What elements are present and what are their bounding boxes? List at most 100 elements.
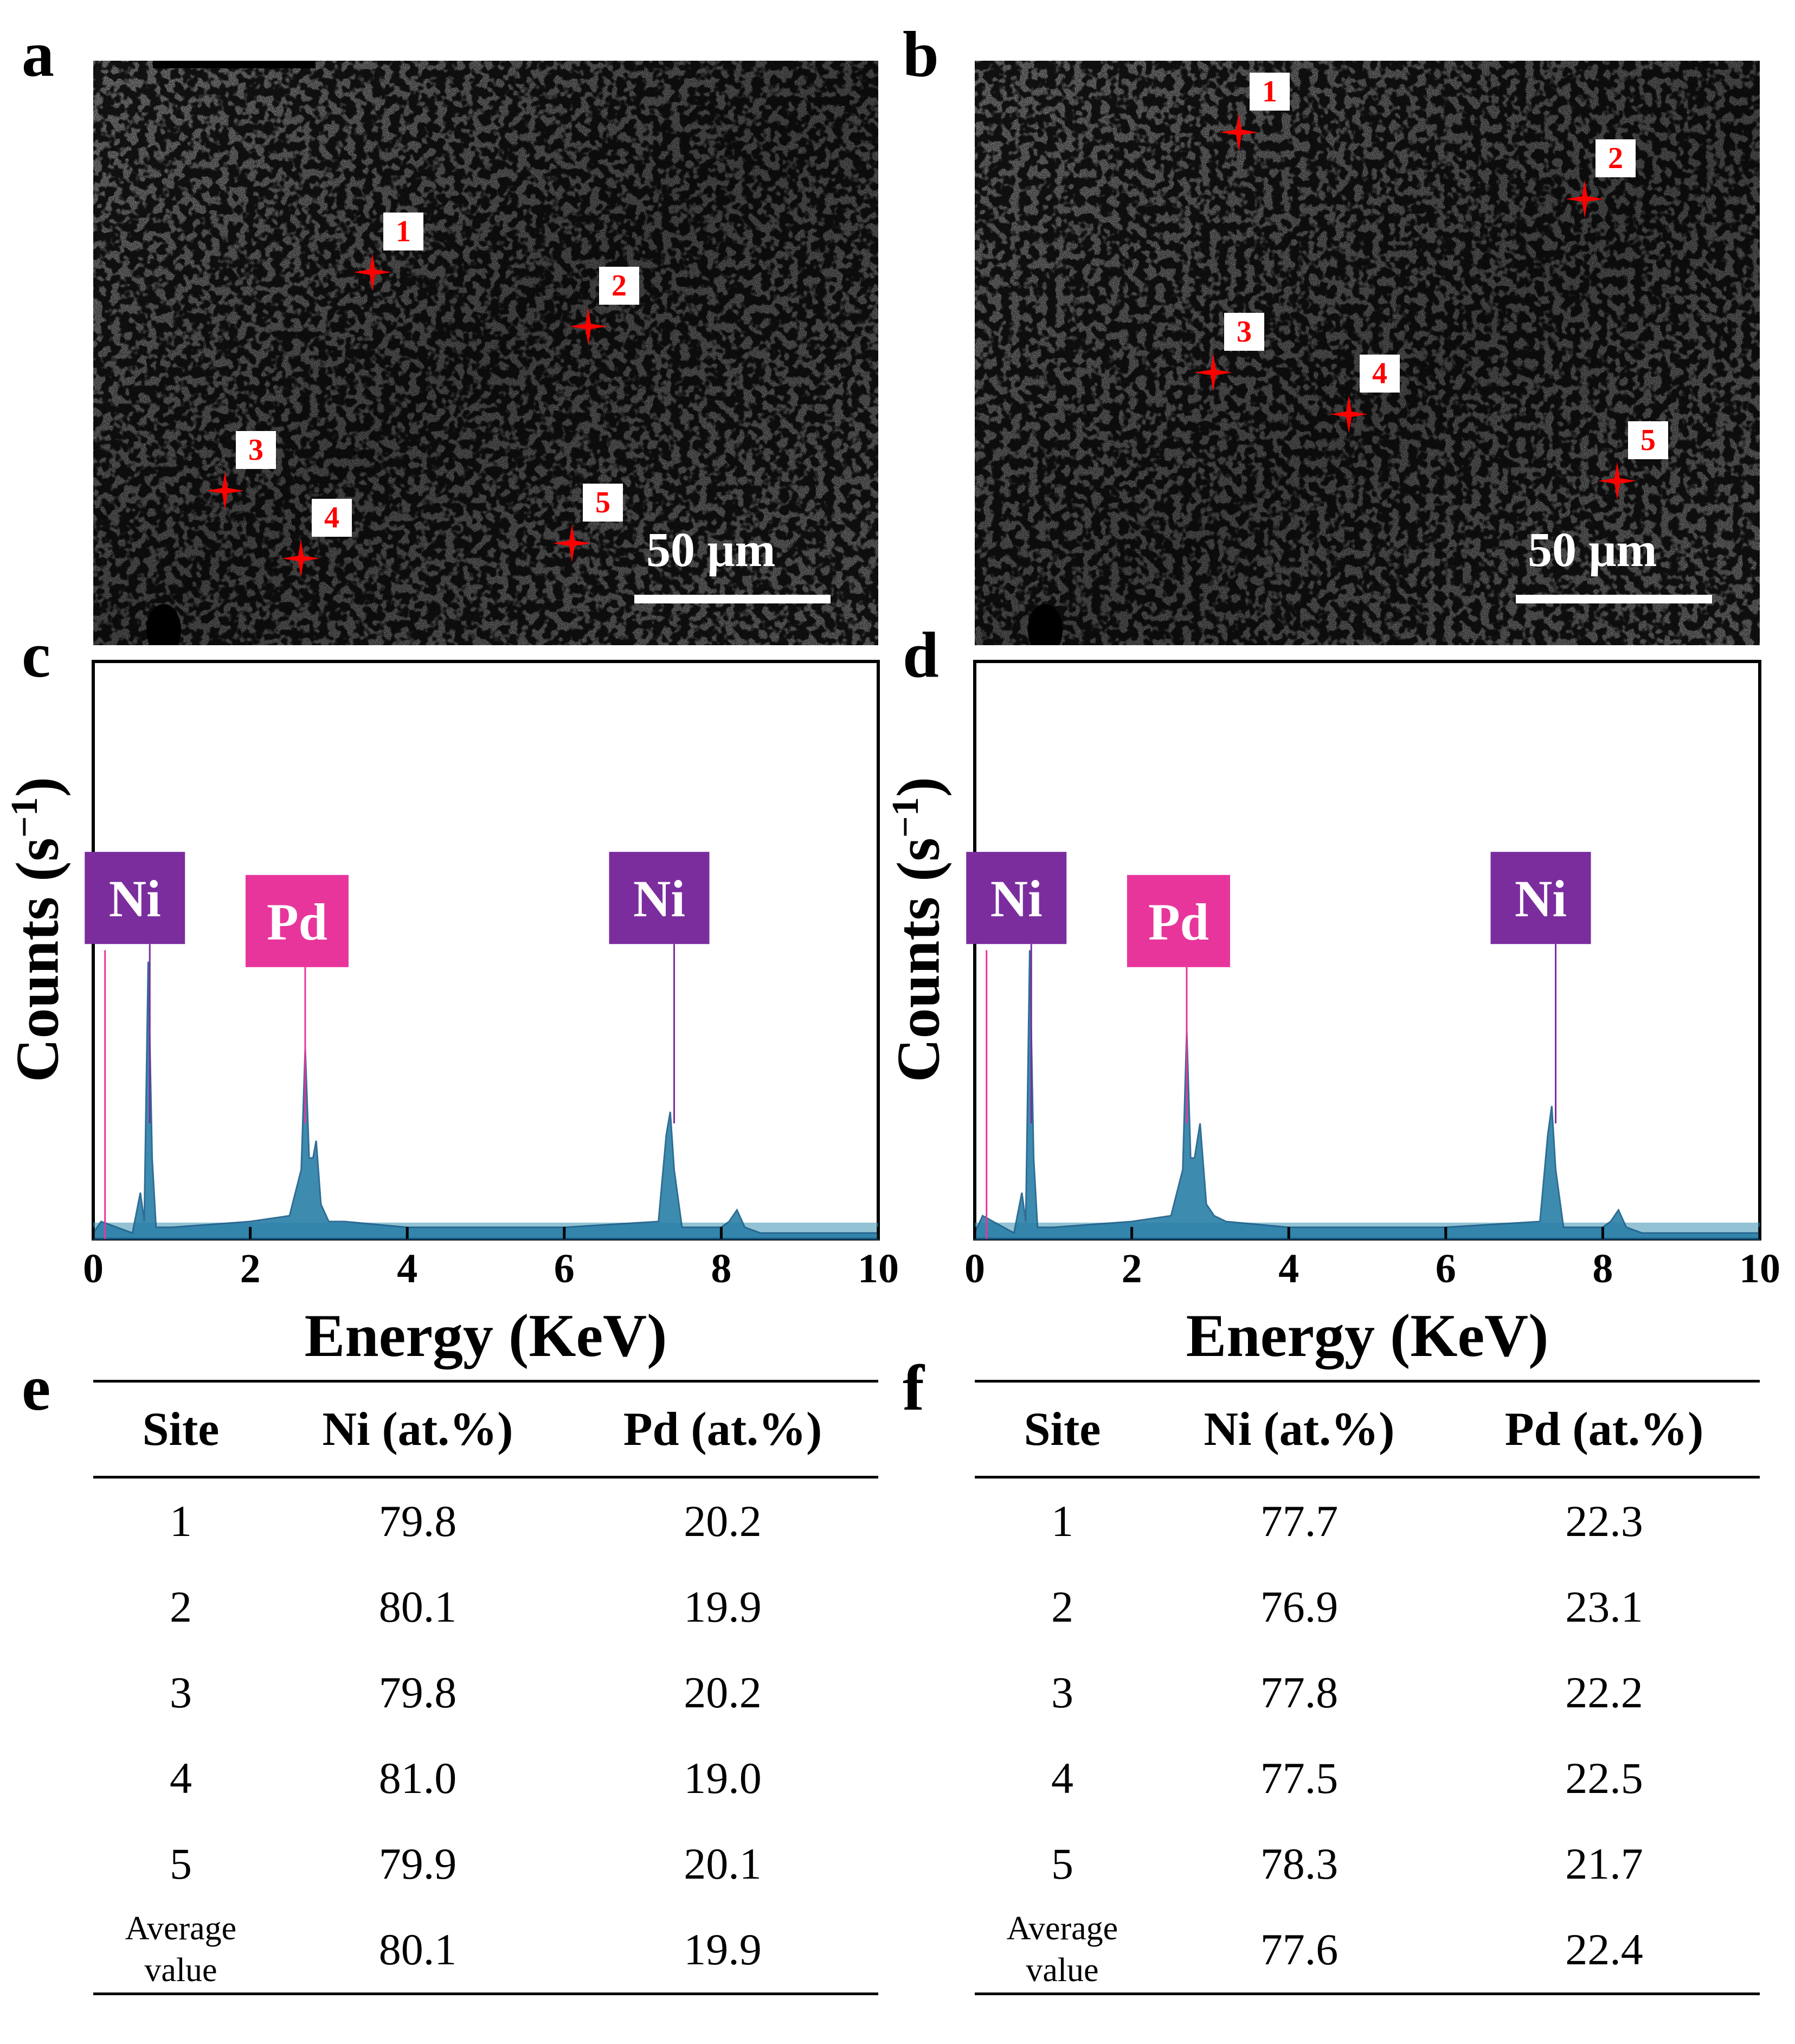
x-axis-label: Energy (KeV)	[304, 1302, 667, 1370]
table-cell: 22.3	[1565, 1496, 1643, 1546]
star-marker-icon	[1598, 462, 1636, 500]
plot-frame	[973, 660, 1761, 1240]
table-cell: 5	[169, 1839, 192, 1888]
site-marker-label: 2	[599, 267, 639, 305]
average-row: Average value 80.1 19.9	[93, 1907, 878, 1994]
site-marker-label: 1	[1250, 73, 1290, 111]
table-cell: 81.0	[378, 1753, 457, 1803]
table-cell: 19.9	[684, 1582, 762, 1631]
column-header: Ni (at.%)	[1149, 1381, 1449, 1479]
table-cell: 22.2	[1565, 1668, 1643, 1717]
panel-label-f: f	[903, 1352, 924, 1424]
site-marker-label: 5	[583, 484, 623, 522]
table-row: 5 79.9 20.1	[93, 1821, 878, 1907]
table-cell: 79.9	[378, 1839, 457, 1888]
element-label: Pd	[267, 893, 327, 951]
x-tick-label: 10	[1739, 1246, 1780, 1291]
sem-image-a: 1 2 3 4 5 50 μm	[93, 61, 878, 645]
table-cell: 5	[1051, 1839, 1073, 1888]
table-cell: 19.9	[684, 1925, 762, 1974]
table-cell: 1	[169, 1496, 192, 1546]
element-label-box	[245, 875, 349, 967]
site-marker-label: 5	[1628, 421, 1668, 459]
site-marker-label: 3	[236, 431, 276, 469]
average-label: Average value	[125, 1910, 237, 1989]
table-cell: 80.1	[378, 1925, 457, 1974]
table-row: 1 79.8 20.2	[93, 1477, 878, 1565]
composition-table-e: Site Ni (at.%) Pd (at.%) 1 79.8 20.2 2 80.1…	[93, 1380, 878, 1995]
column-header: Pd (at.%)	[1449, 1381, 1760, 1479]
table-cell: 20.2	[684, 1668, 762, 1717]
table-cell: 79.8	[378, 1668, 457, 1717]
scale-bar-label: 50 μm	[1528, 523, 1657, 577]
table-row: 1 77.7 22.3	[975, 1477, 1760, 1565]
table-cell: 2	[1051, 1582, 1073, 1631]
composition-table-f: Site Ni (at.%) Pd (at.%) 1 77.7 22.3 2 76.9…	[975, 1380, 1760, 1995]
x-tick-label: 8	[1592, 1246, 1613, 1291]
site-marker-label: 3	[1224, 313, 1264, 351]
element-label: Ni	[633, 870, 685, 928]
star-marker-icon	[282, 539, 320, 577]
eds-spectrum-c: Ni Pd Ni 0 2 4 6 8 10 Counts (s−1) Energy (KeV)	[0, 651, 900, 1377]
table-cell: 77.8	[1260, 1668, 1339, 1717]
column-header: Pd (at.%)	[567, 1381, 878, 1479]
element-label-box	[85, 852, 185, 944]
element-label: Ni	[1515, 870, 1567, 928]
element-label-box	[609, 852, 710, 944]
table-row: 5 78.3 21.7	[975, 1821, 1760, 1907]
table-cell: 22.4	[1565, 1925, 1643, 1974]
panel-label-a: a	[22, 18, 54, 90]
star-marker-icon	[353, 253, 391, 291]
table-row: 4 77.5 22.5	[975, 1736, 1760, 1821]
site-marker-label: 4	[1360, 355, 1400, 393]
star-marker-icon	[206, 472, 244, 510]
table-cell: 20.1	[684, 1839, 762, 1888]
element-label-box	[1127, 875, 1230, 967]
sem-image-b: 1 2 3 4 5 50 μm	[975, 61, 1760, 645]
eds-spectrum-plot: Ni Pd Ni 0 2 4 6 8 10	[83, 660, 899, 1291]
scale-bar	[1516, 595, 1712, 603]
eds-spectrum-d: Ni Pd Ni 0 2 4 6 8 10 Counts (s−1) Energy (KeV)	[881, 651, 1795, 1377]
star-marker-icon	[1220, 113, 1258, 151]
table-row: 3 79.8 20.2	[93, 1650, 878, 1736]
star-marker-icon	[553, 524, 591, 562]
x-tick-label: 10	[858, 1246, 899, 1291]
table-cell: 77.5	[1260, 1753, 1339, 1803]
table-row: 4 81.0 19.0	[93, 1736, 878, 1821]
element-label: Pd	[1148, 893, 1209, 951]
element-label: Ni	[990, 870, 1043, 928]
table-cell: 78.3	[1260, 1839, 1339, 1888]
table-cell: 80.1	[378, 1582, 457, 1631]
table-cell: 22.5	[1565, 1753, 1643, 1803]
average-label: Average value	[1006, 1910, 1118, 1989]
site-marker-label: 1	[383, 213, 423, 250]
scale-bar-label: 50 μm	[646, 523, 776, 577]
x-tick-label: 0	[83, 1246, 104, 1291]
x-tick-label: 0	[964, 1246, 985, 1291]
table-cell: 20.2	[684, 1496, 762, 1546]
table-cell: 23.1	[1565, 1582, 1643, 1631]
scale-bar	[634, 595, 831, 603]
element-label-box	[966, 852, 1067, 944]
column-header: Site	[975, 1381, 1150, 1479]
table-cell: 19.0	[684, 1753, 762, 1803]
star-marker-icon	[1194, 353, 1232, 391]
table-cell: 4	[1051, 1753, 1073, 1803]
sem-texture	[93, 61, 878, 645]
x-tick-label: 6	[1436, 1246, 1456, 1291]
table-cell: 76.9	[1260, 1582, 1339, 1631]
panel-label-d: d	[903, 619, 939, 691]
table-cell: 3	[169, 1668, 192, 1717]
star-marker-icon	[569, 307, 607, 345]
table-cell: 77.7	[1260, 1496, 1339, 1546]
spectrum-series	[974, 950, 1761, 1240]
panel-label-e: e	[22, 1352, 51, 1424]
star-marker-icon	[1566, 180, 1604, 218]
x-tick-label: 8	[711, 1246, 731, 1291]
table-cell: 4	[169, 1753, 192, 1803]
table-cell: 79.8	[378, 1496, 457, 1546]
table-cell: 2	[169, 1582, 192, 1631]
site-marker-label: 4	[312, 499, 352, 537]
y-axis-label: Counts (s−1)	[885, 776, 953, 1083]
table-cell: 1	[1051, 1496, 1073, 1546]
